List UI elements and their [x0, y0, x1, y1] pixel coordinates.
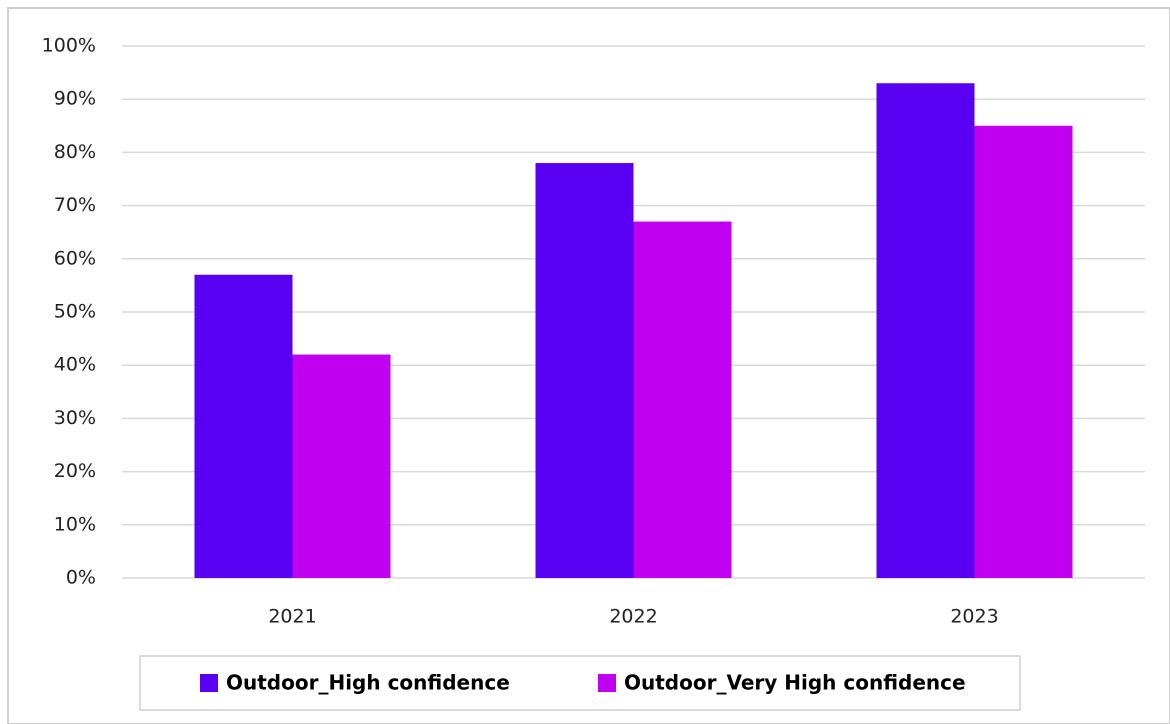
y-tick-label: 90%: [54, 88, 96, 110]
x-tick-label: 2023: [950, 606, 998, 628]
x-tick-label: 2022: [609, 606, 657, 628]
y-tick-label: 50%: [54, 301, 96, 323]
y-tick-label: 40%: [54, 354, 96, 376]
legend-swatch: [200, 674, 218, 692]
y-tick-label: 80%: [54, 141, 96, 163]
legend-swatch: [598, 674, 616, 692]
bar: [633, 221, 732, 578]
bar: [535, 163, 634, 579]
y-tick-label: 30%: [54, 407, 96, 429]
y-tick-label: 100%: [42, 35, 96, 57]
legend-label: Outdoor_Very High confidence: [624, 671, 966, 695]
y-tick-label: 0%: [66, 567, 96, 589]
y-tick-label: 60%: [54, 247, 96, 269]
bar: [292, 354, 391, 578]
legend-box: [139, 655, 1021, 711]
x-tick-label: 2021: [268, 606, 316, 628]
y-tick-label: 20%: [54, 460, 96, 482]
bar: [876, 83, 975, 579]
bar: [194, 274, 293, 578]
y-tick-label: 10%: [54, 513, 96, 535]
legend-label: Outdoor_High confidence: [226, 671, 510, 695]
bar: [974, 125, 1073, 579]
y-tick-label: 70%: [54, 194, 96, 216]
